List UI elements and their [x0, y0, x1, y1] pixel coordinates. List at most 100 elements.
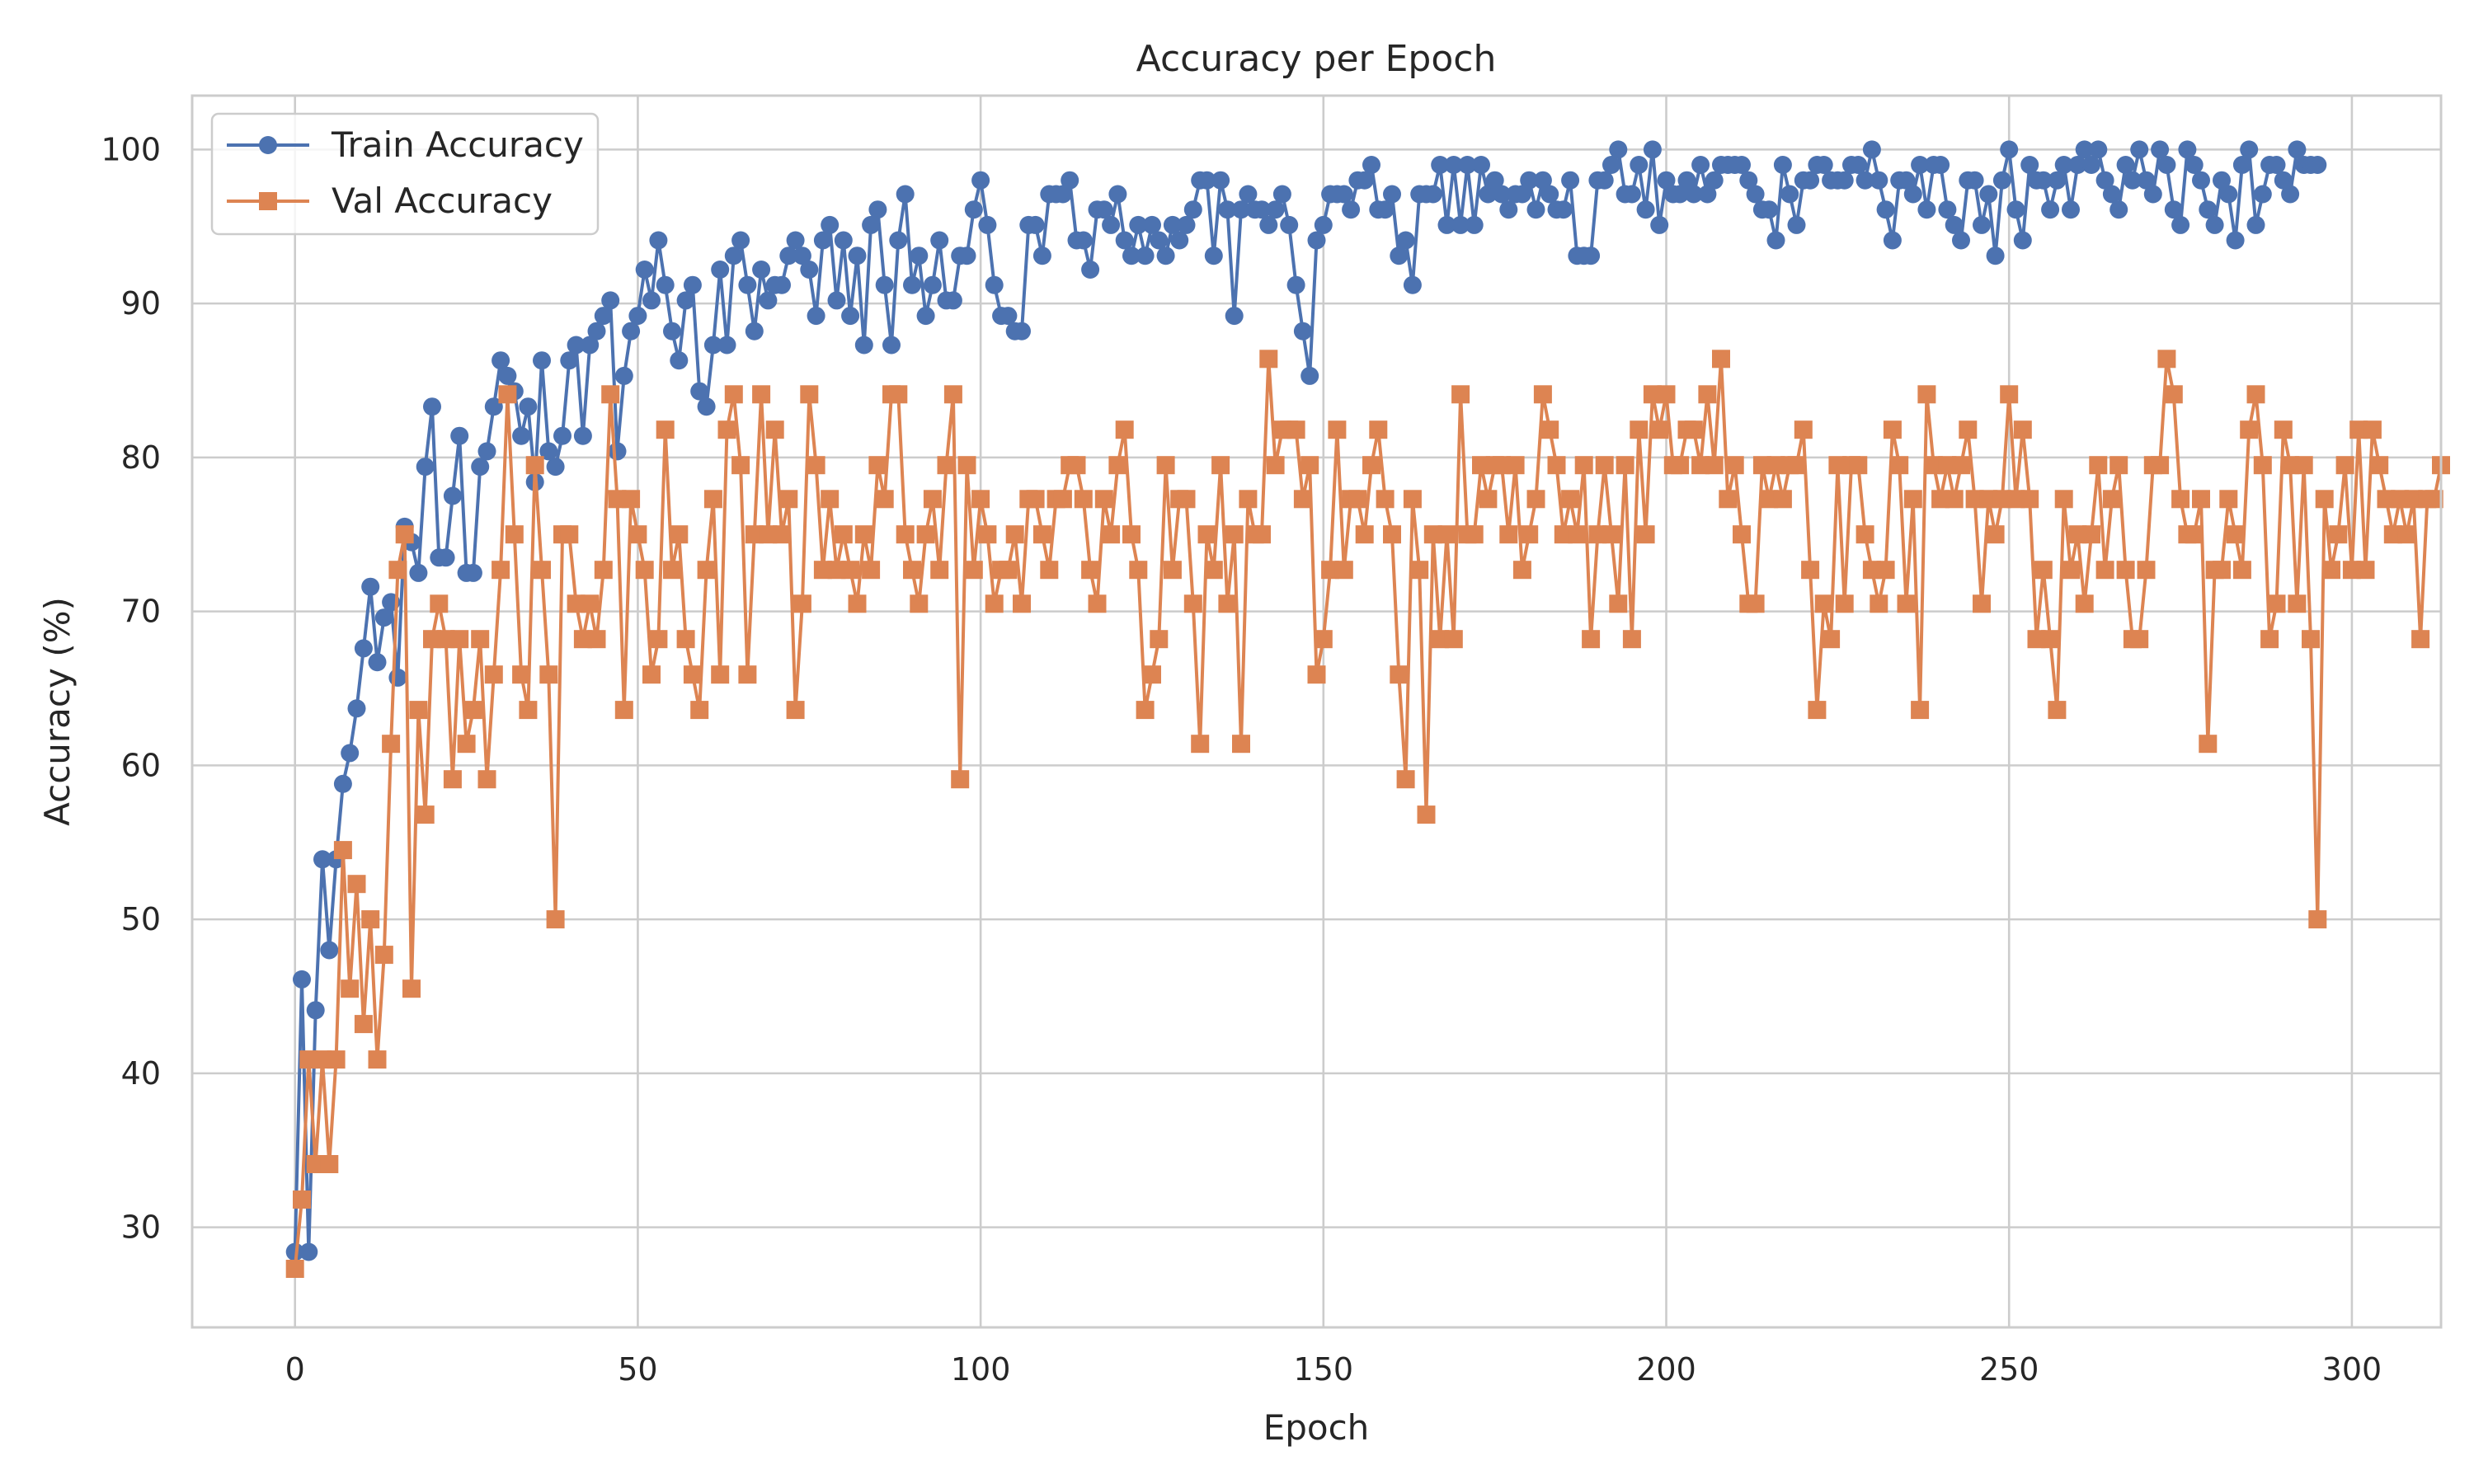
- val-accuracy-point: [738, 665, 757, 684]
- val-accuracy-point: [1671, 456, 1690, 475]
- train-accuracy-point: [628, 307, 647, 326]
- train-accuracy-point: [923, 275, 942, 294]
- train-accuracy-point: [779, 247, 798, 265]
- train-accuracy-point: [477, 442, 496, 461]
- val-accuracy-point: [1129, 561, 1148, 580]
- train-accuracy-point: [1253, 200, 1271, 219]
- val-accuracy-point: [1931, 490, 1950, 509]
- train-accuracy-point: [1074, 231, 1093, 250]
- train-accuracy-point: [1835, 171, 1854, 190]
- val-accuracy-point: [971, 490, 990, 509]
- val-accuracy-point: [368, 1050, 387, 1069]
- val-accuracy-point: [2377, 490, 2396, 509]
- val-accuracy-point: [1451, 385, 1470, 404]
- val-accuracy-point: [957, 456, 976, 475]
- train-accuracy-point: [2219, 185, 2238, 204]
- val-accuracy-point: [1856, 525, 1874, 544]
- train-accuracy-point: [471, 458, 490, 477]
- val-accuracy-point: [492, 561, 510, 580]
- val-accuracy-point: [1876, 561, 1895, 580]
- train-accuracy-point: [1554, 200, 1573, 219]
- val-accuracy-point: [2391, 490, 2410, 509]
- val-accuracy-point: [2054, 490, 2073, 509]
- train-accuracy-point: [1293, 322, 1312, 340]
- val-accuracy-point: [635, 561, 654, 580]
- train-accuracy-point: [1979, 185, 1998, 204]
- val-accuracy-point: [2404, 490, 2423, 509]
- train-accuracy-point: [1218, 200, 1237, 219]
- val-accuracy-point: [2013, 420, 2032, 439]
- train-accuracy-point: [1787, 215, 1806, 234]
- train-accuracy-point: [1342, 200, 1361, 219]
- train-accuracy-point: [2116, 156, 2135, 174]
- val-accuracy-point: [1691, 456, 1710, 475]
- val-accuracy-point: [1705, 456, 1724, 475]
- val-accuracy-point: [395, 525, 414, 544]
- train-accuracy-point: [2109, 200, 2128, 219]
- val-accuracy-point: [2294, 456, 2313, 475]
- train-accuracy-point: [868, 200, 887, 219]
- val-accuracy-point: [862, 561, 881, 580]
- y-tick-label: 50: [121, 901, 161, 937]
- val-accuracy-point: [1588, 525, 1607, 544]
- val-accuracy-point: [773, 525, 791, 544]
- train-accuracy-point: [656, 275, 675, 294]
- train-accuracy-point: [834, 231, 853, 250]
- val-accuracy-point: [1533, 385, 1552, 404]
- train-accuracy-point: [1595, 171, 1614, 190]
- val-accuracy-point: [1650, 420, 1669, 439]
- val-accuracy-point: [2130, 630, 2149, 649]
- val-accuracy-point: [471, 630, 490, 649]
- train-accuracy-point: [2308, 156, 2327, 174]
- val-accuracy-point: [430, 594, 449, 613]
- y-tick-label: 100: [101, 131, 161, 167]
- train-accuracy-point: [463, 563, 482, 582]
- train-accuracy-point: [608, 442, 627, 461]
- val-accuracy-point: [2041, 630, 2060, 649]
- val-accuracy-point: [1787, 456, 1806, 475]
- val-accuracy-point: [573, 630, 592, 649]
- val-accuracy-point: [2089, 456, 2108, 475]
- train-accuracy-point: [1286, 275, 1305, 294]
- val-accuracy-point: [875, 490, 894, 509]
- train-accuracy-point: [813, 231, 832, 250]
- val-accuracy-point: [436, 630, 455, 649]
- val-accuracy-point: [320, 1155, 339, 1173]
- train-accuracy-point: [1136, 247, 1155, 265]
- train-accuracy-point: [1485, 171, 1504, 190]
- val-accuracy-point: [512, 665, 531, 684]
- train-accuracy-point: [1917, 200, 1936, 219]
- val-accuracy-point: [1253, 525, 1271, 544]
- train-accuracy-point: [2075, 140, 2094, 159]
- train-accuracy-point: [683, 275, 702, 294]
- train-accuracy-point: [971, 171, 990, 190]
- train-accuracy-point: [2041, 200, 2060, 219]
- x-tick-label: 0: [285, 1351, 305, 1388]
- val-accuracy-point: [463, 701, 482, 720]
- val-accuracy-point: [1026, 490, 1045, 509]
- train-accuracy-point: [2068, 156, 2087, 174]
- train-accuracy-point: [1177, 215, 1196, 234]
- train-accuracy-point: [1197, 171, 1216, 190]
- train-accuracy-point: [601, 291, 620, 310]
- val-accuracy-point: [868, 456, 887, 475]
- train-accuracy-point: [2020, 156, 2039, 174]
- train-accuracy-point: [443, 486, 462, 505]
- val-accuracy-point: [299, 1050, 318, 1069]
- train-accuracy-point: [1232, 200, 1250, 219]
- val-accuracy-point: [1828, 456, 1847, 475]
- val-accuracy-point: [1883, 420, 1902, 439]
- train-accuracy-point: [1183, 200, 1202, 219]
- val-accuracy-point: [2267, 594, 2286, 613]
- val-accuracy-point: [807, 456, 825, 475]
- val-accuracy-point: [1437, 525, 1456, 544]
- val-accuracy-point: [2363, 420, 2382, 439]
- train-accuracy-point: [1472, 156, 1490, 174]
- train-accuracy-point: [1307, 231, 1326, 250]
- val-accuracy-point: [1616, 456, 1634, 475]
- val-accuracy-point: [1417, 805, 1436, 824]
- val-accuracy-point: [786, 701, 805, 720]
- val-accuracy-point: [1725, 456, 1744, 475]
- train-accuracy-point: [1973, 215, 1991, 234]
